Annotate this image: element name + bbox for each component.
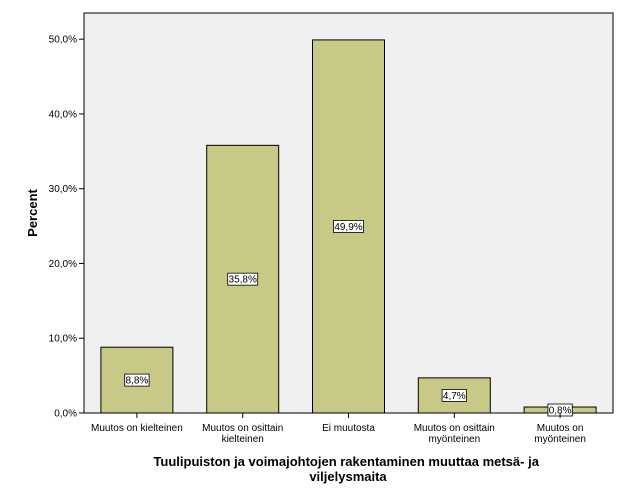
x-axis-title-line-1: Tuulipuiston ja voimajohtojen rakentamin… (153, 454, 539, 469)
x-tick-label: Muutos on kielteinen (91, 423, 183, 434)
y-tick-label: 0,0% (54, 409, 77, 420)
x-tick-label-line: Muutos on (537, 423, 584, 434)
data-label-box (441, 389, 467, 402)
y-tick-label: 40,0% (49, 109, 77, 120)
y-tick-label: 30,0% (49, 184, 77, 195)
x-tick-label-line: kielteinen (222, 434, 264, 445)
bars-group: 8,8% 35,8% 49,9% 4,7% 0,8% (100, 39, 597, 417)
data-label: 0,8% (549, 406, 572, 417)
y-axis: 0,0% 10,0% 20,0% 30,0% 40,0% 50,0% (49, 35, 84, 420)
x-tick-label: Muutos on myönteinen (534, 423, 586, 445)
data-label: 8,8% (126, 376, 149, 387)
data-label-box (333, 220, 364, 233)
data-label: 35,8% (229, 275, 257, 286)
data-label-box (227, 272, 259, 286)
x-axis-title-line-2: viljelysmaita (309, 469, 387, 484)
x-tick-label-line: Ei muutosta (322, 423, 375, 434)
x-tick-label-line: Muutos on osittain (414, 423, 495, 434)
x-axis-title: Tuulipuiston ja voimajohtojen rakentamin… (153, 454, 542, 484)
x-axis: Muutos on kielteinen Muutos on osittain ki… (91, 413, 586, 445)
y-tick-label: 20,0% (49, 259, 77, 270)
x-tick-label-line: Muutos on osittain (202, 423, 283, 434)
y-tick-label: 10,0% (49, 334, 77, 345)
x-tick-label-line: myönteinen (428, 434, 480, 445)
x-tick-label: Muutos on osittain myönteinen (414, 423, 495, 445)
x-tick-label: Ei muutosta (322, 423, 375, 434)
y-axis-title: Percent (25, 188, 40, 236)
x-tick-label: Muutos on osittain kielteinen (202, 423, 283, 445)
y-tick-label: 50,0% (49, 35, 77, 46)
data-label: 49,9% (334, 222, 362, 233)
x-tick-label-line: myönteinen (534, 434, 586, 445)
x-tick-label-line: Muutos on kielteinen (91, 423, 183, 434)
data-label: 4,7% (443, 391, 466, 402)
data-label-box (124, 373, 150, 387)
